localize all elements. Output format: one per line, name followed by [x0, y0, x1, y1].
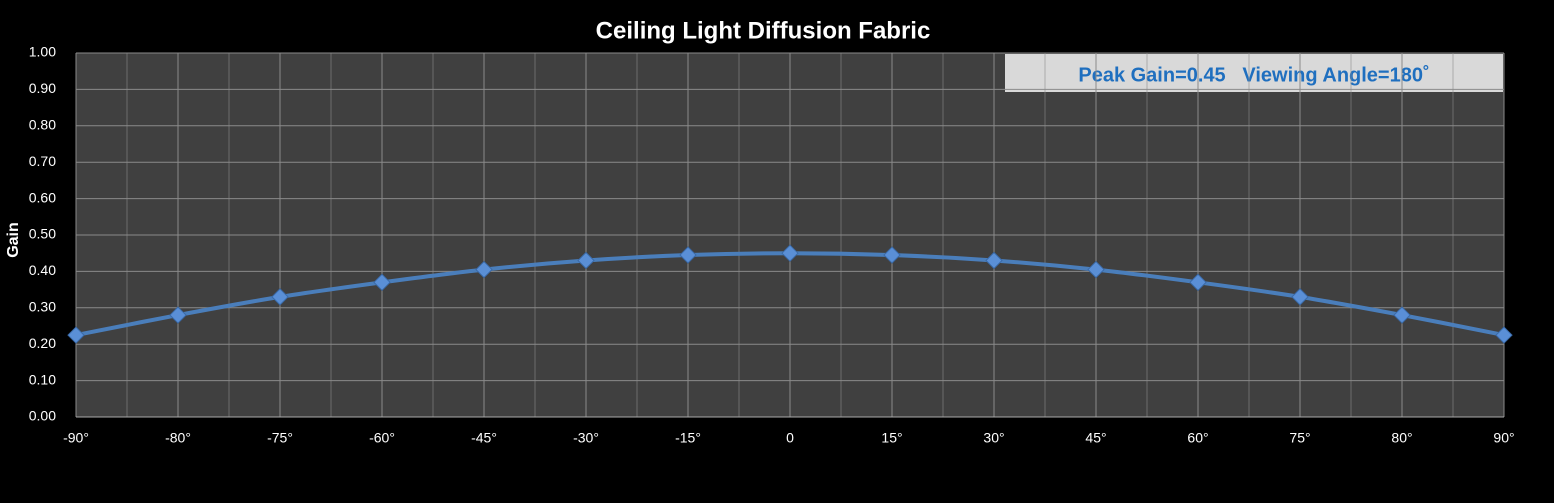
x-tick-label: -45° [471, 430, 497, 446]
x-tick-label: -30° [573, 430, 599, 446]
y-tick-label: 0.60 [29, 189, 56, 205]
y-tick-label: 0.90 [29, 80, 56, 96]
x-tick-label: 90° [1493, 430, 1514, 446]
marker [1291, 288, 1309, 306]
x-tick-label: 60° [1187, 430, 1208, 446]
x-tick-label: -80° [165, 430, 191, 446]
marker [373, 273, 391, 292]
marker [985, 251, 1003, 270]
marker [1087, 260, 1105, 279]
y-tick-label: 0.40 [29, 262, 56, 278]
y-tick-label: 0.50 [29, 226, 56, 242]
marker [271, 288, 289, 306]
chart-title: Ceiling Light Diffusion Fabric [596, 17, 931, 44]
y-tick-label: 0.80 [29, 117, 56, 133]
y-tick-label: 1.00 [29, 44, 56, 60]
x-tick-label: 80° [1391, 430, 1412, 446]
x-tick-label: -60° [369, 430, 395, 446]
x-tick-label: 30° [983, 430, 1004, 446]
marker [67, 326, 85, 344]
x-tick-label: -75° [267, 430, 293, 446]
y-axis-label: Gain [5, 222, 22, 258]
y-tick-label: 0.70 [29, 153, 56, 169]
y-tick-label: 0.20 [29, 335, 56, 351]
y-tick-label: 0.10 [29, 371, 56, 387]
marker [475, 260, 493, 279]
annotation: Peak Gain=0.45 Viewing Angle=180˚ [1078, 63, 1429, 86]
x-tick-label: 15° [881, 430, 902, 446]
marker [169, 306, 187, 324]
annotation-box [1005, 54, 1503, 92]
x-tick-label: 45° [1085, 430, 1106, 446]
y-tick-label: 0.30 [29, 299, 56, 315]
x-tick-label: 0 [786, 430, 794, 446]
x-tick-label: -90° [63, 430, 89, 446]
y-tick-label: 0.00 [29, 408, 56, 424]
marker [1495, 326, 1513, 344]
marker [781, 244, 799, 262]
x-tick-label: -15° [675, 430, 701, 446]
marker [1189, 273, 1207, 292]
marker [1393, 306, 1411, 324]
marker [679, 246, 697, 264]
marker [883, 246, 901, 264]
x-tick-label: 75° [1289, 430, 1310, 446]
marker [577, 251, 595, 270]
